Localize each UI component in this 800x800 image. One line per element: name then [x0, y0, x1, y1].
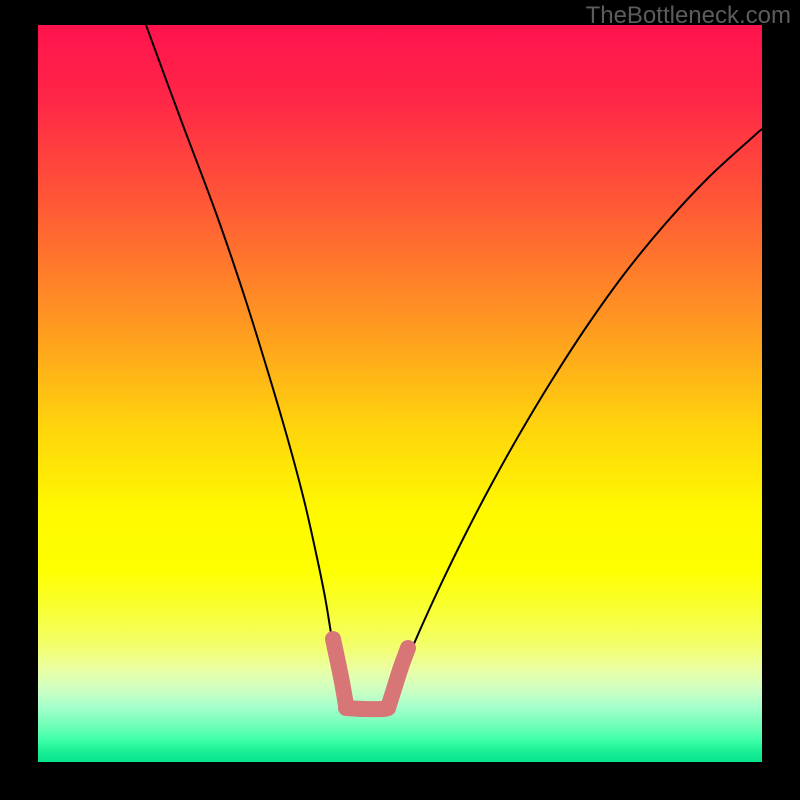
watermark-text: TheBottleneck.com — [586, 2, 791, 30]
plot-area — [38, 25, 762, 762]
chart-container: TheBottleneck.com — [0, 0, 800, 800]
gradient-plot — [38, 25, 762, 762]
